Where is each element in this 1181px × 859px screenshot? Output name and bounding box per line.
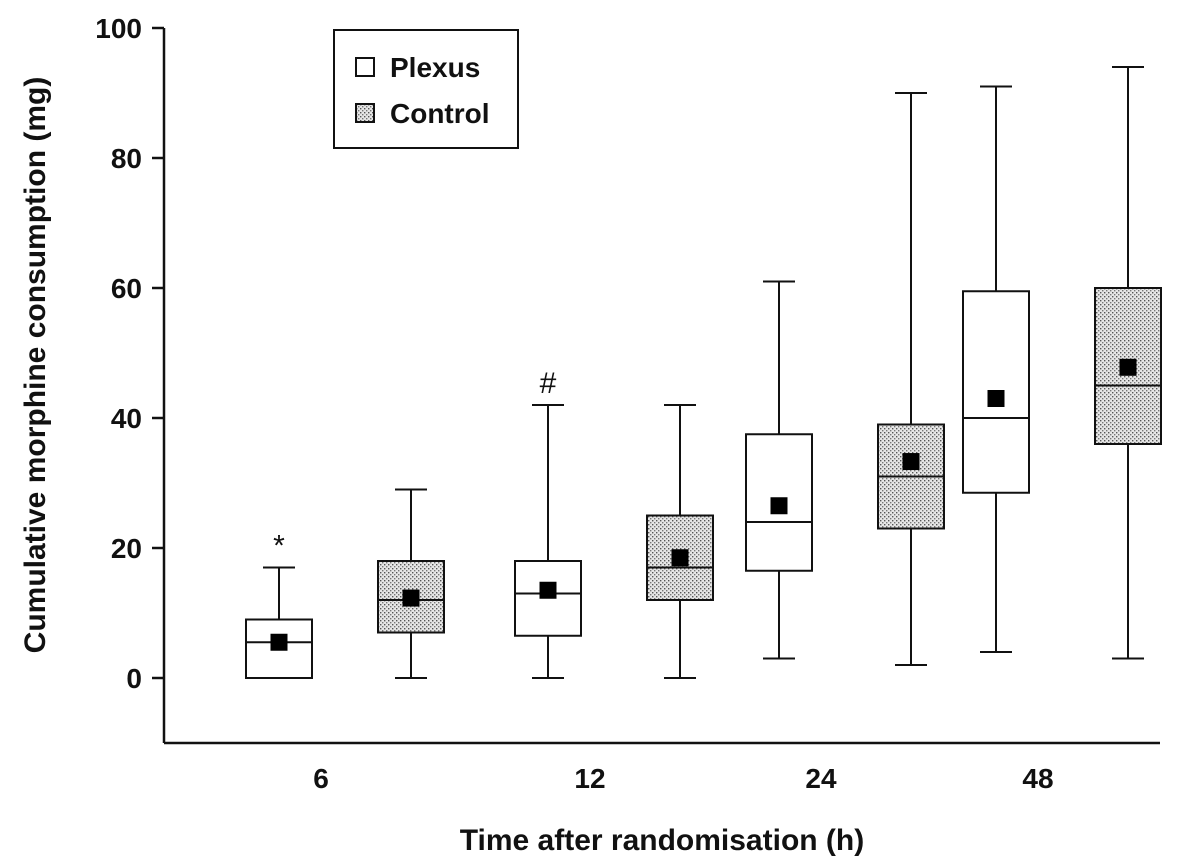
significance-marker: *	[273, 530, 285, 563]
box-control-12h	[646, 404, 714, 679]
box-control-24h	[877, 92, 945, 666]
legend-swatch-control	[355, 103, 375, 123]
y-tick-label: 60	[111, 273, 142, 304]
mean-marker	[770, 497, 788, 515]
mean-marker	[402, 589, 420, 607]
legend-frame	[333, 29, 519, 149]
y-axis-title: Cumulative morphine consumption (mg)	[19, 77, 52, 654]
y-ticks: 0 20 40 60 80 100	[95, 13, 164, 694]
legend: Plexus Control	[333, 29, 519, 149]
x-tick-label: 24	[805, 763, 837, 794]
box-control-48h	[1094, 66, 1162, 660]
mean-marker	[1119, 358, 1137, 376]
legend-label-plexus: Plexus	[390, 52, 480, 83]
x-tick-label: 6	[313, 763, 329, 794]
significance-marker: #	[540, 367, 557, 400]
boxes	[245, 66, 1162, 679]
box-control-6h	[377, 488, 445, 679]
legend-swatch-plexus	[355, 57, 375, 77]
mean-marker	[270, 633, 288, 651]
axes	[162, 28, 1160, 745]
annotations: *#	[273, 367, 557, 563]
y-tick-label: 20	[111, 533, 142, 564]
x-ticks: 6 12 24 48	[313, 763, 1053, 794]
box-plexus-6h	[245, 566, 313, 679]
box-plexus-48h	[962, 85, 1030, 653]
mean-marker	[987, 390, 1005, 407]
x-tick-label: 48	[1022, 763, 1053, 794]
box-plexus-12h	[514, 404, 582, 679]
y-tick-label: 40	[111, 403, 142, 434]
x-tick-label: 12	[574, 763, 605, 794]
mean-marker	[539, 581, 557, 599]
x-axis-title: Time after randomisation (h)	[460, 824, 865, 857]
box-plexus-24h	[745, 280, 813, 660]
mean-marker	[902, 453, 920, 471]
legend-label-control: Control	[390, 98, 490, 129]
y-tick-label: 80	[111, 143, 142, 174]
y-tick-label: 0	[126, 663, 142, 694]
y-tick-label: 100	[95, 13, 142, 44]
mean-marker	[671, 549, 689, 567]
